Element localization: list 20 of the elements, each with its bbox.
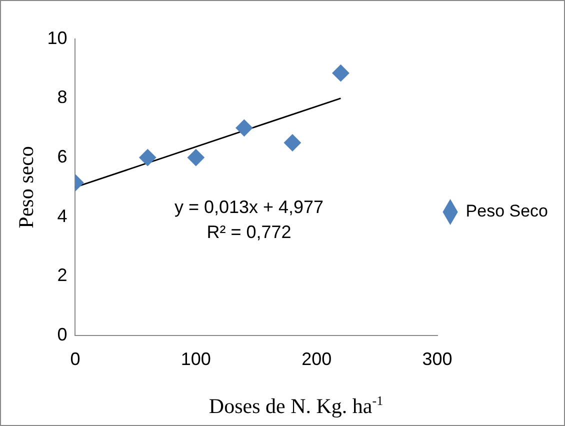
y-tick-label: 4 xyxy=(57,206,68,226)
point xyxy=(284,134,301,152)
y-tick-label: 8 xyxy=(57,87,68,108)
point xyxy=(332,64,350,82)
y-tick-label: 10 xyxy=(47,28,68,48)
y-tick-label: 0 xyxy=(57,324,68,344)
x-tick-label: 0 xyxy=(70,349,80,370)
x-axis-title: Doses de N. Kg. ha$^{-1}$ xyxy=(208,392,384,418)
x-tick-label: 100 xyxy=(180,349,211,370)
y-axis-title: Peso seco xyxy=(14,146,38,228)
y-tick-label: 2 xyxy=(57,265,68,286)
annotation: y = 0,013x + 4,977 xyxy=(174,196,324,217)
point xyxy=(187,149,204,166)
x-tick-label: 300 xyxy=(422,349,452,370)
annotation: R² = 0,772 xyxy=(206,222,292,242)
y-tick-label: 6 xyxy=(57,146,68,167)
point xyxy=(139,149,156,166)
x-tick-label: 200 xyxy=(302,349,332,370)
point xyxy=(236,119,253,136)
legend-label: Peso Seco xyxy=(466,202,548,221)
